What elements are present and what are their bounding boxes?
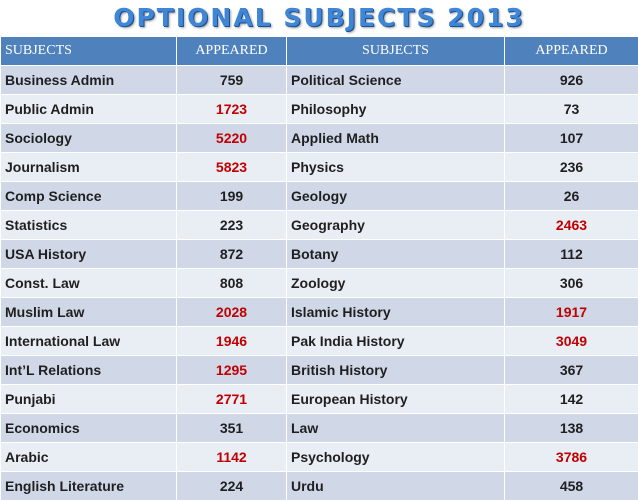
subject-cell: Pak India History: [287, 327, 505, 356]
subject-cell: USA History: [1, 240, 177, 269]
subject-cell: Political Science: [287, 66, 505, 95]
header-subjects-right: SUBJECTS: [287, 37, 505, 66]
appeared-cell: 142: [505, 385, 638, 414]
subject-cell: Int’L Relations: [1, 356, 177, 385]
appeared-cell: 3786: [505, 443, 638, 472]
subject-cell: Botany: [287, 240, 505, 269]
header-appeared-left: APPEARED: [177, 37, 287, 66]
subject-cell: Public Admin: [1, 95, 177, 124]
appeared-cell: 112: [505, 240, 638, 269]
subject-cell: Applied Math: [287, 124, 505, 153]
page-title: OPTIONAL SUBJECTS 2013: [0, 0, 638, 36]
appeared-cell: 926: [505, 66, 638, 95]
subject-cell: Muslim Law: [1, 298, 177, 327]
appeared-cell: 138: [505, 414, 638, 443]
subjects-table: SUBJECTS APPEARED SUBJECTS APPEARED Busi…: [0, 36, 638, 501]
appeared-cell: 3049: [505, 327, 638, 356]
appeared-cell: 759: [177, 66, 287, 95]
subject-cell: Sociology: [1, 124, 177, 153]
appeared-cell: 1142: [177, 443, 287, 472]
header-subjects-left: SUBJECTS: [1, 37, 177, 66]
subject-cell: Islamic History: [287, 298, 505, 327]
appeared-cell: 808: [177, 269, 287, 298]
appeared-cell: 26: [505, 182, 638, 211]
subject-cell: British History: [287, 356, 505, 385]
appeared-cell: 73: [505, 95, 638, 124]
appeared-cell: 367: [505, 356, 638, 385]
subject-cell: Zoology: [287, 269, 505, 298]
subject-cell: English Literature: [1, 472, 177, 501]
appeared-cell: 2463: [505, 211, 638, 240]
appeared-cell: 872: [177, 240, 287, 269]
appeared-cell: 1295: [177, 356, 287, 385]
subject-cell: Economics: [1, 414, 177, 443]
subject-cell: Journalism: [1, 153, 177, 182]
appeared-cell: 351: [177, 414, 287, 443]
table-header-row: SUBJECTS APPEARED SUBJECTS APPEARED: [1, 37, 638, 66]
appeared-cell: 5823: [177, 153, 287, 182]
appeared-cell: 223: [177, 211, 287, 240]
appeared-cell: 1723: [177, 95, 287, 124]
subject-cell: Philosophy: [287, 95, 505, 124]
appeared-cell: 199: [177, 182, 287, 211]
subject-cell: Const. Law: [1, 269, 177, 298]
subject-cell: Geology: [287, 182, 505, 211]
header-appeared-right: APPEARED: [505, 37, 638, 66]
appeared-cell: 458: [505, 472, 638, 501]
appeared-cell: 2771: [177, 385, 287, 414]
subject-cell: European History: [287, 385, 505, 414]
appeared-cell: 224: [177, 472, 287, 501]
appeared-cell: 107: [505, 124, 638, 153]
subject-cell: Urdu: [287, 472, 505, 501]
appeared-cell: 306: [505, 269, 638, 298]
appeared-cell: 5220: [177, 124, 287, 153]
subject-cell: Punjabi: [1, 385, 177, 414]
subject-cell: International Law: [1, 327, 177, 356]
subject-cell: Statistics: [1, 211, 177, 240]
subject-cell: Psychology: [287, 443, 505, 472]
appeared-cell: 236: [505, 153, 638, 182]
subject-cell: Geography: [287, 211, 505, 240]
subject-cell: Law: [287, 414, 505, 443]
subject-cell: Physics: [287, 153, 505, 182]
subject-cell: Business Admin: [1, 66, 177, 95]
appeared-cell: 2028: [177, 298, 287, 327]
subject-cell: Arabic: [1, 443, 177, 472]
subject-cell: Comp Science: [1, 182, 177, 211]
appeared-cell: 1917: [505, 298, 638, 327]
appeared-cell: 1946: [177, 327, 287, 356]
